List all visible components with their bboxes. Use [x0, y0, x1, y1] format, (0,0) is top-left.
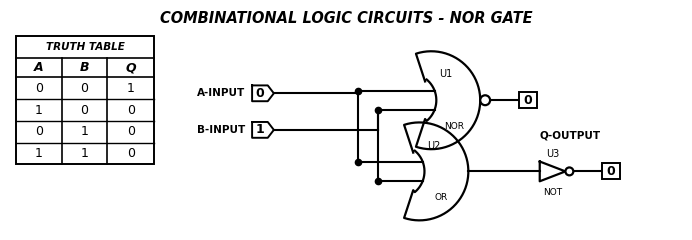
Text: 0: 0	[80, 82, 89, 95]
Text: 0: 0	[127, 104, 135, 117]
Text: B-INPUT: B-INPUT	[197, 125, 245, 135]
Text: TRUTH TABLE: TRUTH TABLE	[46, 42, 125, 52]
Bar	[602, 163, 620, 179]
Text: COMBINATIONAL LOGIC CIRCUITS - NOR GATE: COMBINATIONAL LOGIC CIRCUITS - NOR GATE	[160, 11, 532, 26]
Text: NOR: NOR	[444, 122, 464, 131]
Circle shape	[565, 168, 574, 175]
Text: 0: 0	[127, 125, 135, 138]
Text: 0: 0	[255, 87, 264, 100]
Text: A-INPUT: A-INPUT	[197, 88, 245, 98]
Text: 0: 0	[523, 94, 532, 107]
Text: 0: 0	[606, 165, 615, 178]
Text: U1: U1	[439, 69, 453, 79]
Text: U3: U3	[546, 149, 559, 159]
Bar	[16, 36, 154, 164]
Text: 0: 0	[35, 82, 43, 95]
Text: 1: 1	[127, 82, 135, 95]
Text: Q-OUTPUT: Q-OUTPUT	[540, 131, 601, 141]
Text: 0: 0	[35, 125, 43, 138]
Text: 1: 1	[80, 147, 89, 160]
Bar	[519, 92, 536, 108]
Text: 0: 0	[80, 104, 89, 117]
Text: A: A	[34, 61, 44, 74]
Text: OR: OR	[435, 193, 448, 202]
Polygon shape	[540, 162, 565, 181]
Text: 0: 0	[127, 147, 135, 160]
Text: 1: 1	[35, 104, 43, 117]
Text: 1: 1	[80, 125, 89, 138]
Circle shape	[480, 95, 490, 105]
Text: Q: Q	[125, 61, 136, 74]
Text: NOT: NOT	[543, 188, 562, 197]
Text: 1: 1	[35, 147, 43, 160]
Text: U2: U2	[427, 141, 441, 151]
Text: 1: 1	[255, 123, 264, 136]
Text: B: B	[80, 61, 89, 74]
